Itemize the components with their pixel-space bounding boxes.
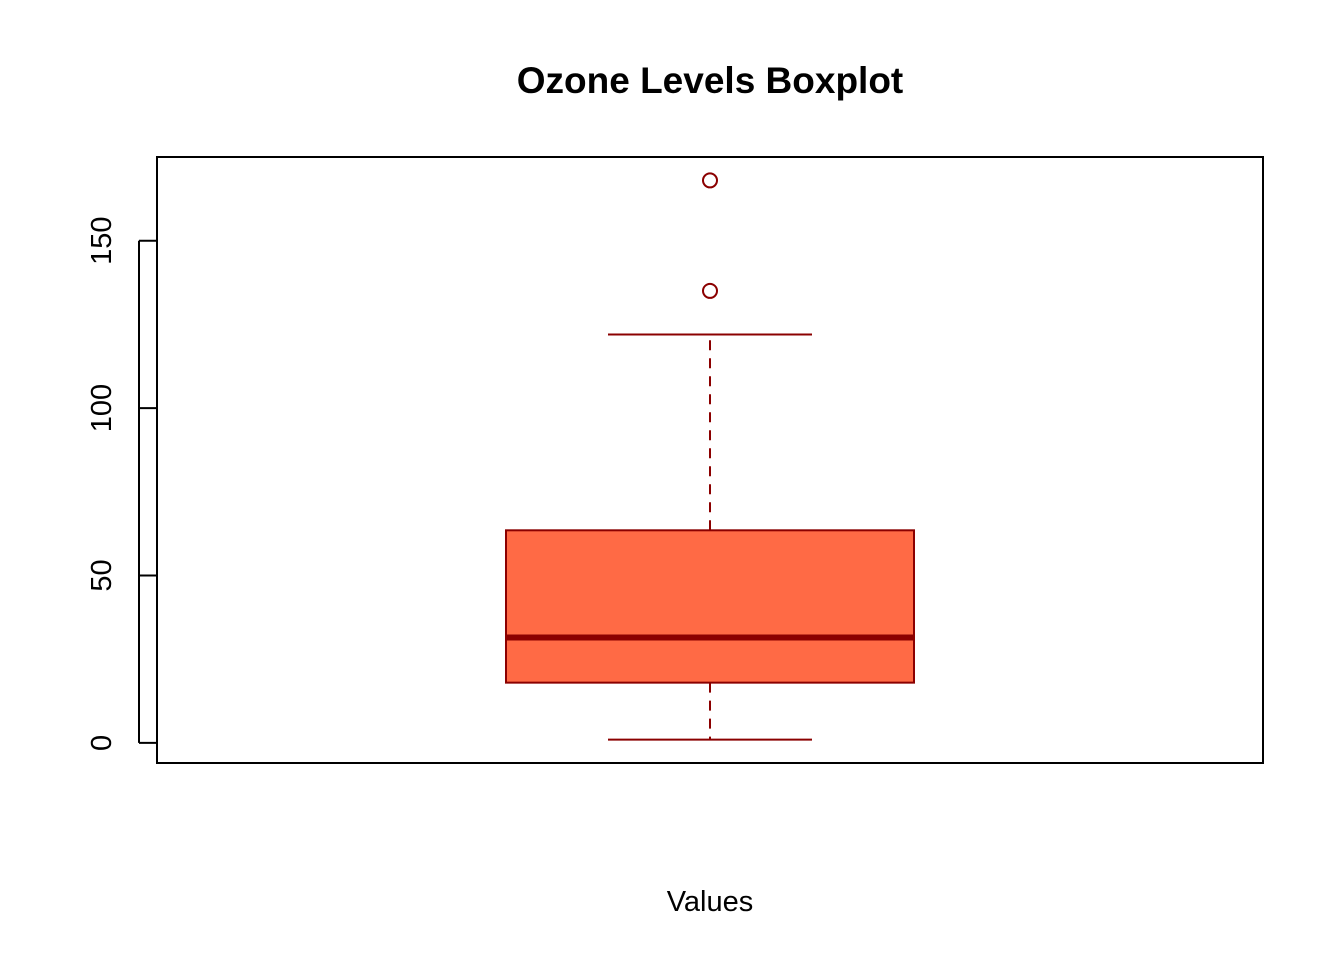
- x-axis-label: Values: [667, 886, 754, 918]
- iqr-box: [505, 529, 915, 684]
- chart-title: Ozone Levels Boxplot: [517, 60, 904, 101]
- plot-frame: [156, 156, 1264, 764]
- outlier-point: [702, 282, 718, 299]
- outlier-point: [702, 172, 718, 189]
- y-axis: 0 50 100 150: [86, 217, 157, 751]
- y-tick-label: 150: [86, 217, 118, 265]
- y-tick-label: 100: [86, 384, 118, 432]
- box-group: [505, 172, 915, 741]
- y-tick-label: 50: [86, 559, 118, 591]
- y-tick-label: 0: [86, 735, 118, 751]
